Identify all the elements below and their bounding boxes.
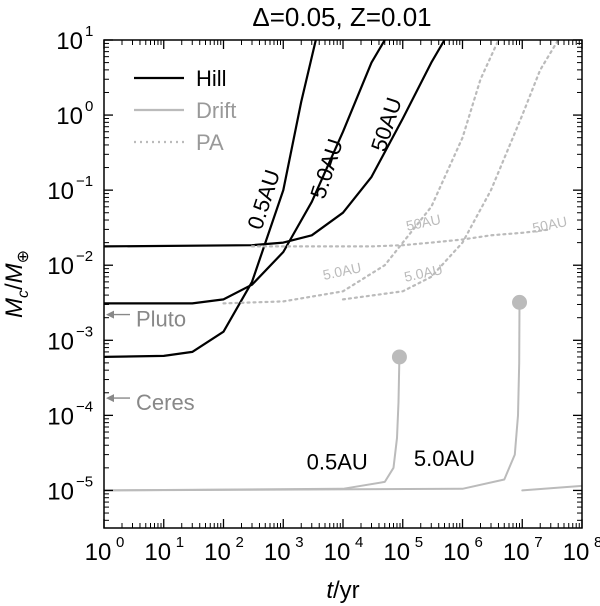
x-tick-label: 10 — [264, 539, 291, 566]
curve-label: 5.0AU — [321, 259, 362, 283]
series-line-pa-50au — [222, 40, 500, 305]
marker-arrowhead — [106, 394, 114, 403]
curve-label: 5.0AU — [403, 261, 444, 285]
y-tick-exponent: −1 — [76, 173, 93, 190]
y-tick-exponent: −4 — [76, 398, 93, 415]
y-tick-label: 10 — [47, 328, 74, 355]
legend-label-hill: Hill — [196, 66, 227, 91]
end-marker-50au — [512, 294, 528, 310]
x-tick-exponent: 5 — [415, 534, 423, 551]
curve-label: 50AU — [531, 213, 569, 236]
y-tick-exponent: −2 — [76, 248, 93, 265]
curve-label: 50AU — [405, 211, 443, 234]
marker-label-ceres: Ceres — [136, 390, 195, 415]
end-marker-05au — [391, 349, 407, 365]
legend-label-pa: PA — [196, 130, 224, 155]
x-axis-label: t/yr — [326, 577, 359, 604]
y-axis-label: Mc/M⊕ — [1, 250, 32, 318]
curve-label: 5.0AU — [414, 446, 475, 471]
y-tick-exponent: 0 — [85, 98, 93, 115]
x-tick-exponent: 0 — [116, 534, 124, 551]
x-tick-exponent: 8 — [594, 534, 600, 551]
x-tick-label: 10 — [563, 539, 590, 566]
y-tick-label: 10 — [47, 403, 74, 430]
x-tick-label: 10 — [324, 539, 351, 566]
x-tick-label: 10 — [144, 539, 171, 566]
y-tick-exponent: −3 — [76, 323, 93, 340]
x-tick-label: 10 — [503, 539, 530, 566]
chart-title: Δ=0.05, Z=0.01 — [252, 2, 431, 32]
axes — [103, 39, 583, 529]
series-group — [104, 40, 582, 492]
y-tick-label: 10 — [56, 103, 83, 130]
curve-label: 0.5AU — [242, 167, 285, 233]
x-tick-exponent: 6 — [475, 534, 483, 551]
curve-label: 0.5AU — [307, 450, 368, 475]
curve-label: 5.0AU — [305, 136, 348, 202]
y-tick-label: 10 — [56, 28, 83, 55]
x-tick-exponent: 1 — [176, 534, 184, 551]
series-line-hill-50au — [104, 40, 446, 248]
series-line-pa-05au — [250, 228, 552, 248]
axis-labels: 10 0 10 1 10 2 10 3 10 4 10 5 10 6 10 7 10 810 −510 −410 −31… — [1, 23, 600, 604]
series-line-drift-50au — [104, 301, 521, 492]
series-line-hill-05au — [104, 40, 317, 358]
legend: Hill Drift PA — [134, 66, 236, 155]
x-tick-exponent: 3 — [295, 534, 303, 551]
x-tick-exponent: 4 — [355, 534, 363, 551]
y-tick-label: 10 — [47, 478, 74, 505]
x-tick-label: 10 — [383, 539, 410, 566]
x-tick-label: 10 — [85, 539, 112, 566]
legend-label-drift: Drift — [196, 98, 236, 123]
marker-arrowhead — [106, 310, 114, 319]
series-line-drift-tail — [521, 484, 582, 492]
y-tick-label: 10 — [47, 253, 74, 280]
y-tick-exponent: 1 — [85, 23, 93, 40]
marker-label-pluto: Pluto — [136, 307, 186, 332]
y-tick-exponent: −5 — [76, 473, 93, 490]
x-tick-exponent: 2 — [236, 534, 244, 551]
series-line-hill-50au — [104, 40, 386, 305]
series-line-pa-50au — [341, 40, 560, 301]
x-tick-exponent: 7 — [534, 534, 542, 551]
y-tick-label: 10 — [47, 178, 74, 205]
x-tick-label: 10 — [204, 539, 231, 566]
x-tick-label: 10 — [443, 539, 470, 566]
